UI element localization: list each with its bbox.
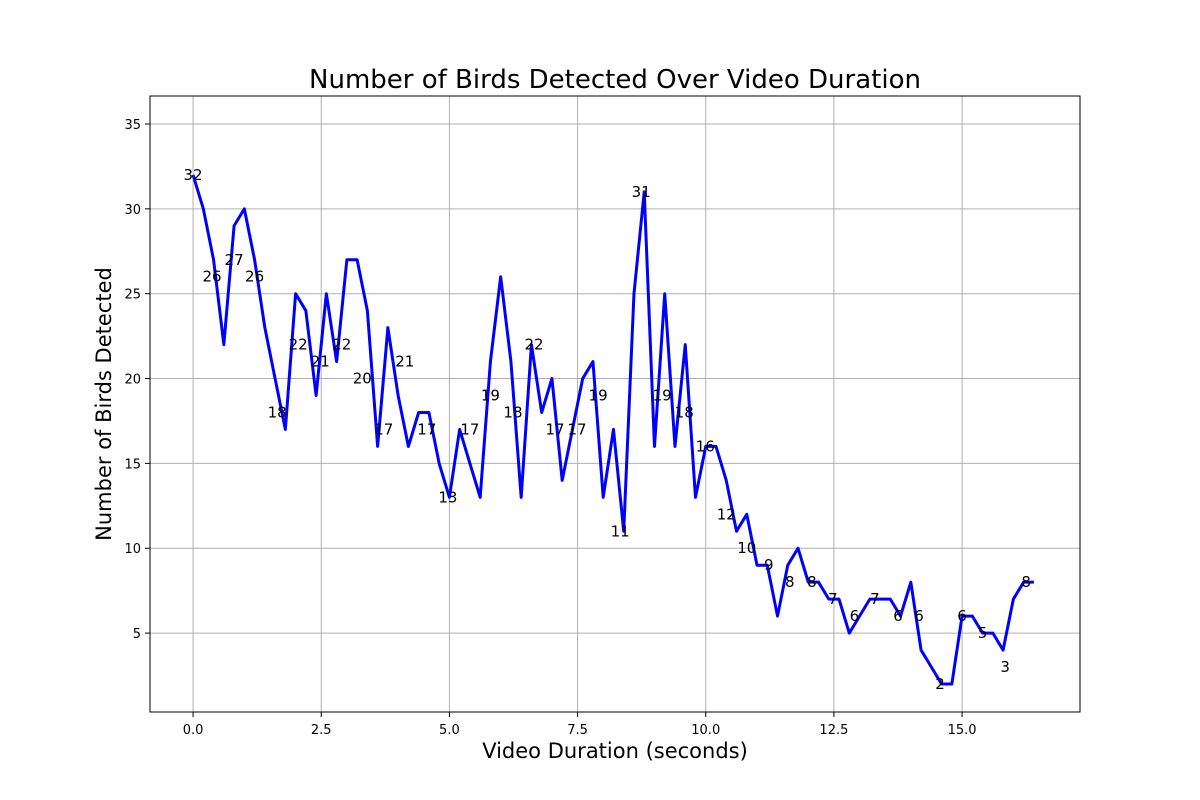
point-annotation: 20	[353, 370, 372, 388]
grid	[150, 96, 1080, 712]
point-annotation: 27	[225, 251, 244, 269]
y-axis-label: Number of Birds Detected	[92, 267, 116, 541]
point-annotation: 6	[914, 607, 924, 625]
point-annotation: 5	[978, 624, 988, 642]
x-tick-label: 0.0	[183, 723, 204, 738]
point-annotation: 10	[737, 539, 756, 557]
point-annotation: 6	[957, 607, 967, 625]
point-annotation: 13	[438, 488, 457, 506]
point-annotation: 2	[935, 675, 945, 693]
point-annotation: 3	[1000, 658, 1010, 676]
point-annotation: 7	[828, 590, 838, 608]
x-tick-label: 5.0	[439, 723, 460, 738]
x-axis-label: Video Duration (seconds)	[482, 739, 748, 763]
point-annotation: 8	[785, 573, 795, 591]
x-tick-label: 7.5	[567, 723, 588, 738]
point-annotation: 7	[870, 590, 880, 608]
y-tick-label: 35	[124, 118, 141, 133]
point-annotation: 19	[589, 387, 608, 405]
point-annotation: 6	[850, 607, 860, 625]
point-annotation: 12	[717, 505, 736, 523]
data-line	[191, 174, 1034, 686]
point-annotation: 32	[184, 166, 203, 184]
point-annotation: 19	[653, 387, 672, 405]
y-tick-label: 25	[124, 288, 141, 303]
point-annotation: 17	[545, 420, 564, 438]
point-annotation: 19	[481, 387, 500, 405]
point-annotation: 8	[807, 573, 817, 591]
point-annotation: 9	[764, 556, 774, 574]
point-annotation: 21	[395, 353, 414, 371]
point-annotation: 22	[289, 336, 308, 354]
y-tick-label: 5	[133, 627, 141, 642]
point-annotation: 17	[460, 420, 479, 438]
x-tick-label: 10.0	[691, 723, 720, 738]
axes-frame	[149, 95, 1081, 713]
point-annotation: 6	[893, 607, 903, 625]
point-annotation: 18	[268, 403, 287, 421]
point-annotation: 21	[311, 353, 330, 371]
point-annotation: 16	[696, 437, 715, 455]
y-tick-label: 30	[124, 203, 141, 218]
point-annotation: 26	[202, 268, 221, 286]
y-tick-label: 10	[124, 542, 141, 557]
point-annotation: 26	[245, 268, 264, 286]
y-tick-label: 20	[124, 373, 141, 388]
x-tick-label: 12.5	[819, 723, 848, 738]
point-annotation: 17	[417, 420, 436, 438]
point-annotation: 17	[568, 420, 587, 438]
point-annotation: 22	[332, 336, 351, 354]
x-tick-label: 2.5	[311, 723, 332, 738]
point-annotation: 17	[374, 420, 393, 438]
x-tick-label: 15.0	[948, 723, 977, 738]
point-annotation: 18	[503, 403, 522, 421]
point-annotation: 22	[524, 336, 543, 354]
point-annotation: 18	[675, 403, 694, 421]
y-tick-label: 15	[124, 457, 141, 472]
point-annotation: 31	[632, 183, 651, 201]
point-annotation: 11	[611, 522, 630, 540]
point-annotation: 8	[1021, 573, 1031, 591]
chart-title: Number of Birds Detected Over Video Dura…	[309, 65, 921, 95]
